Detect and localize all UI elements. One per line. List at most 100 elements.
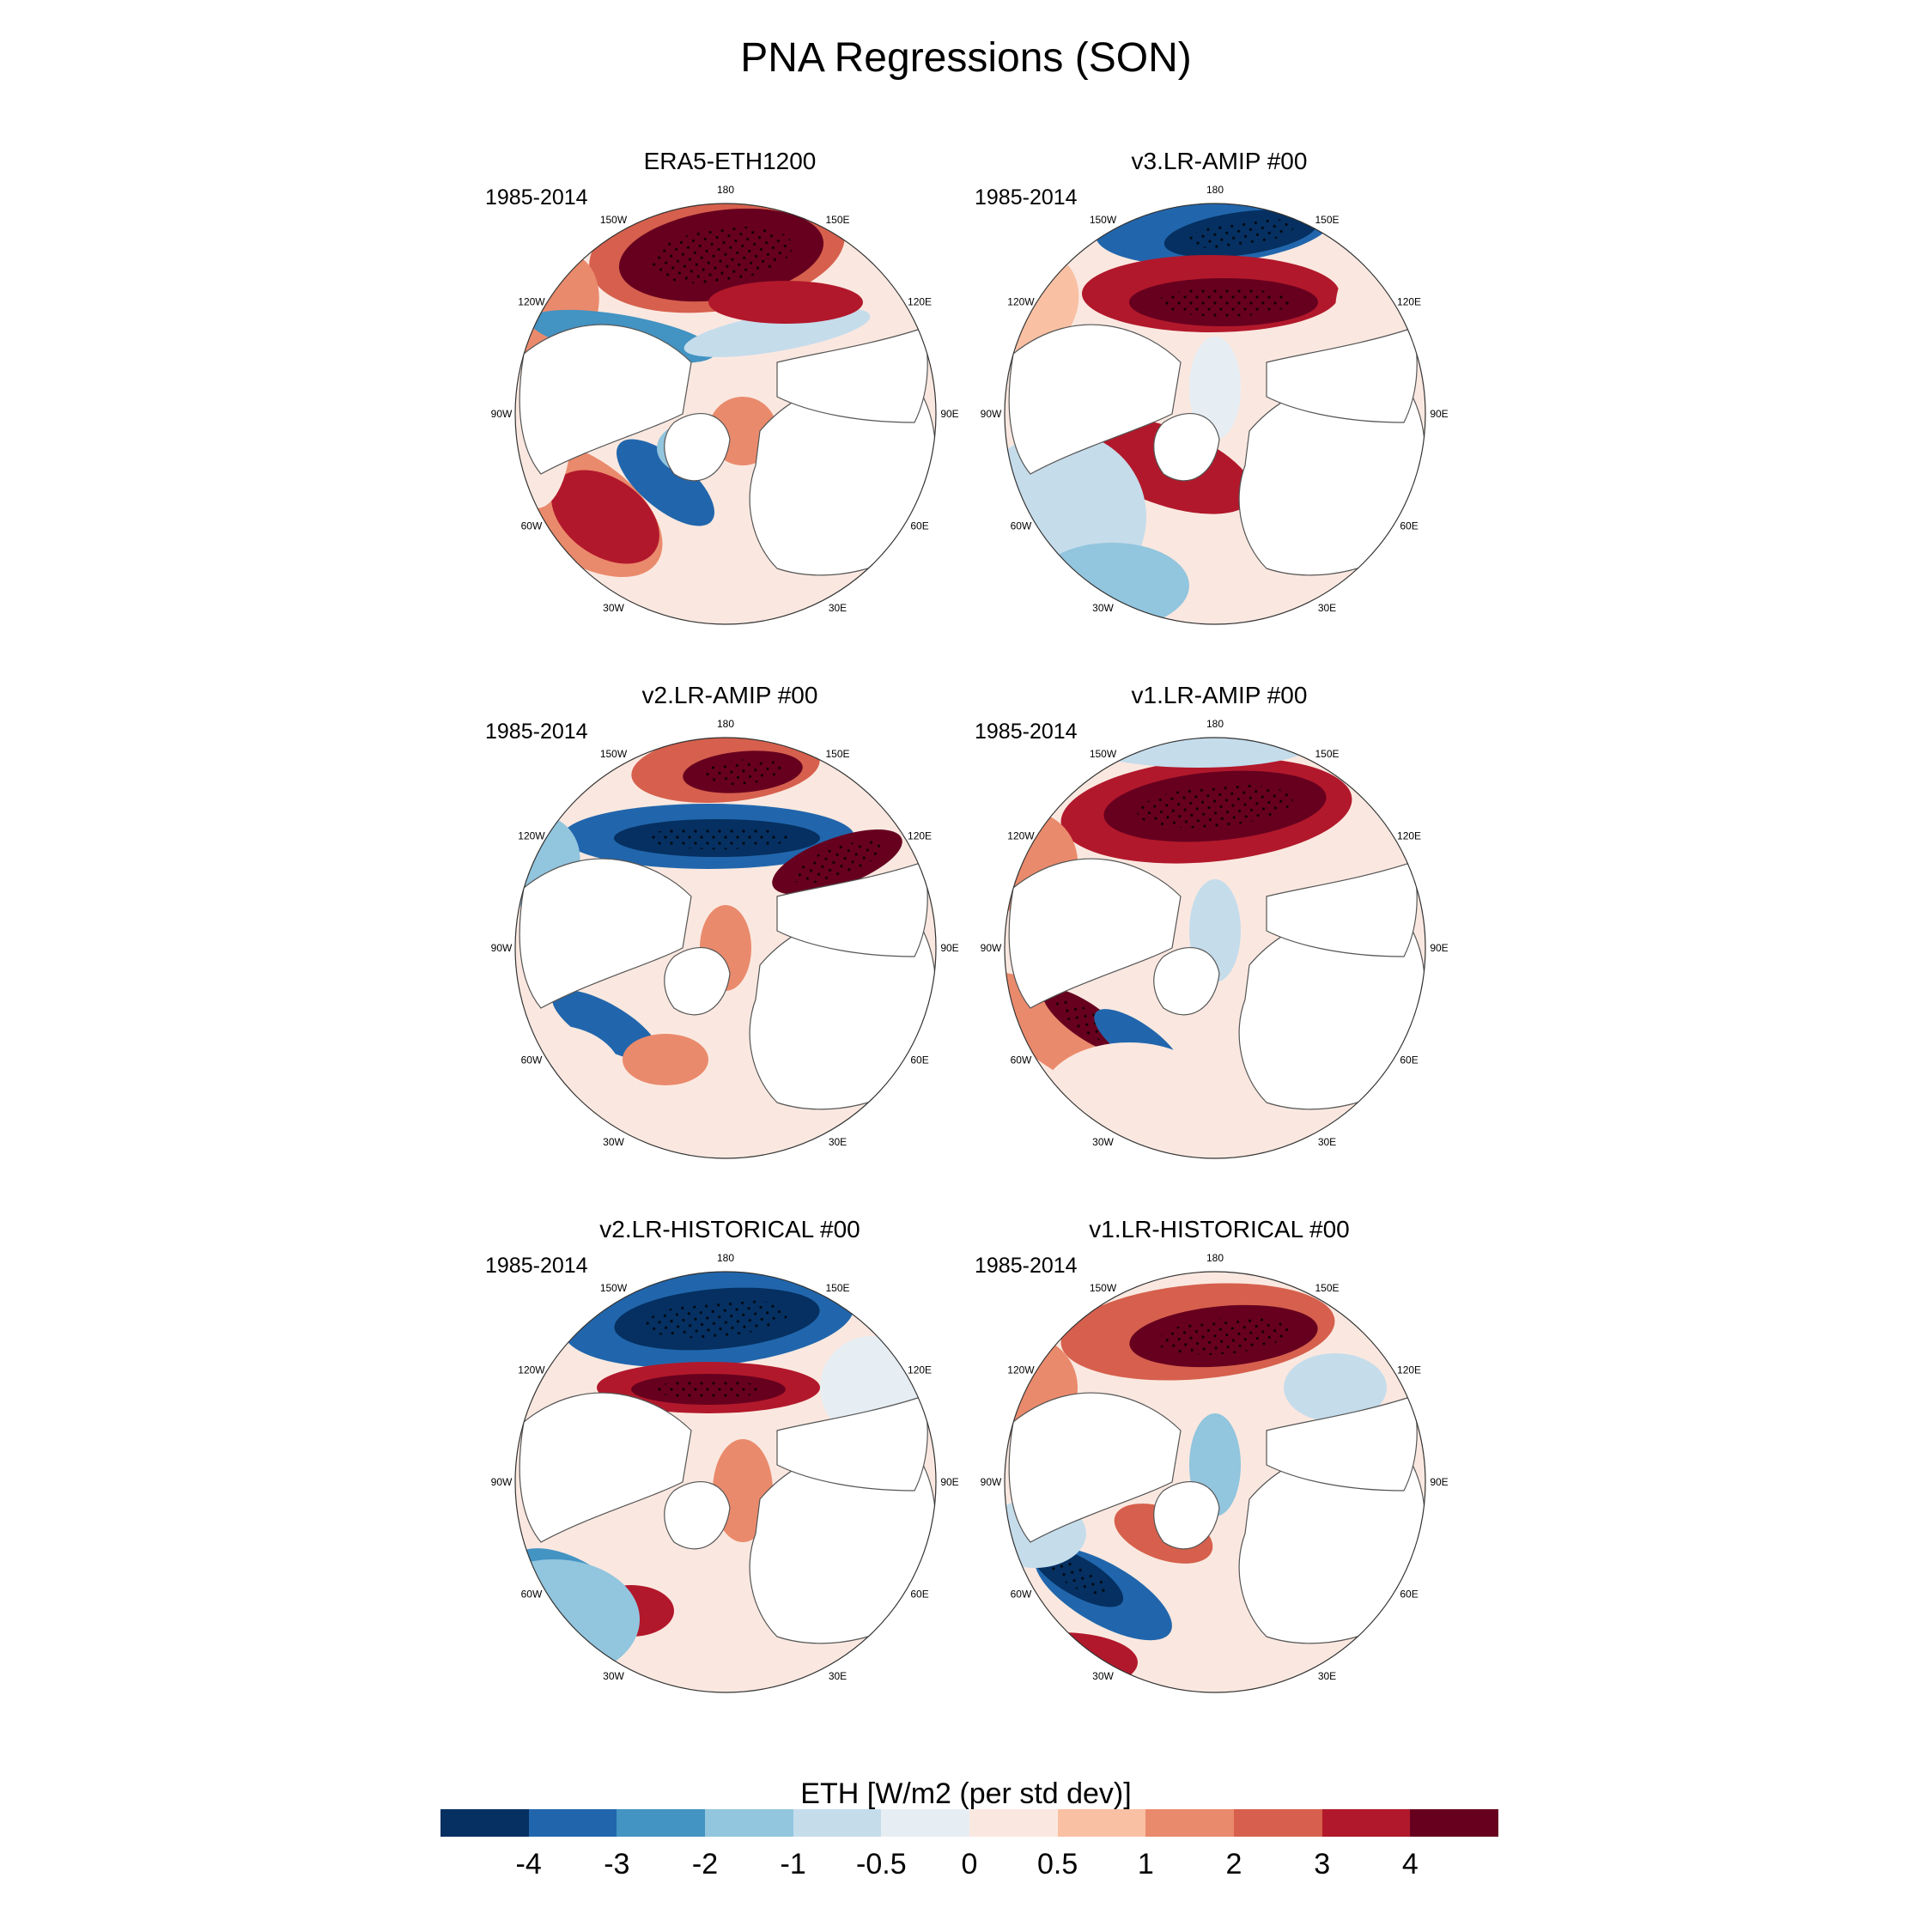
- longitude-label: 150E: [825, 214, 849, 226]
- longitude-label: 120E: [1397, 296, 1421, 308]
- longitude-label: 30W: [1092, 1136, 1114, 1148]
- significance-stipple: [792, 841, 883, 884]
- longitude-label: 150W: [600, 748, 628, 760]
- longitude-label: 150E: [1315, 1282, 1339, 1294]
- colorbar-tick-label: 4: [1401, 1848, 1419, 1880]
- longitude-label: 120W: [1007, 830, 1035, 842]
- longitude-label: 120E: [908, 296, 932, 308]
- anomaly-region: [552, 989, 659, 1061]
- map-panel-v2-lr-historical: v2.LR-HISTORICAL #00 1985-2014 180 150E 12…: [464, 1216, 996, 1697]
- longitude-label: 90W: [491, 408, 513, 420]
- colorbar-tick-label: 0: [961, 1848, 978, 1880]
- anomaly-region: [515, 1025, 623, 1128]
- anomaly-region: [623, 1034, 708, 1085]
- land-mask: [1153, 947, 1220, 1016]
- longitude-label: 60W: [521, 1054, 543, 1066]
- land-mask: [776, 1395, 928, 1492]
- significance-stipple: [1137, 784, 1293, 829]
- longitude-label: 60E: [1400, 1054, 1418, 1066]
- map-border: [514, 1271, 937, 1693]
- land-mask: [519, 324, 692, 475]
- longitude-label: 30E: [1318, 1670, 1336, 1682]
- panel-title: ERA5-ETH1200: [643, 148, 817, 174]
- map-field: [1005, 738, 1425, 1158]
- colorbar-swatch: [881, 1809, 970, 1837]
- longitude-label: 90E: [1430, 408, 1448, 420]
- longitude-label: 120E: [1397, 830, 1421, 842]
- longitude-label: 60W: [1011, 1589, 1032, 1601]
- map-border: [1004, 737, 1426, 1159]
- longitude-label: 90E: [940, 942, 958, 954]
- polar-map: 180150E120E90E60E30E030W60W90W120W150W: [981, 718, 1449, 1159]
- colorbar-title: ETH [W/m2 (per std dev)]: [800, 1777, 1132, 1810]
- longitude-label: 180: [717, 718, 734, 730]
- longitude-label: 120W: [1007, 1364, 1035, 1376]
- anomaly-region: [1086, 738, 1309, 768]
- map-field: [515, 738, 936, 1158]
- land-mask: [1153, 1481, 1220, 1550]
- longitude-label: 60W: [521, 1589, 543, 1601]
- longitude-label: 30W: [603, 1670, 624, 1682]
- longitude-label: 30E: [829, 1670, 847, 1682]
- longitude-label: 120W: [1007, 296, 1035, 308]
- longitude-label: 150W: [1090, 1282, 1117, 1294]
- polar-map: 180150E120E90E60E30E030W60W90W120W150W: [981, 184, 1449, 625]
- anomaly-region: [708, 281, 863, 324]
- map-field: [1005, 204, 1425, 624]
- colorbar-tick-label: 1: [1137, 1848, 1154, 1880]
- colorbar-tick-label: -1: [780, 1848, 806, 1880]
- longitude-label: 60E: [1400, 1589, 1418, 1601]
- longitude-label: 180: [1206, 718, 1224, 730]
- longitude-label: 180: [1206, 1252, 1224, 1264]
- longitude-label: 90E: [1430, 1476, 1448, 1488]
- longitude-label: 60E: [910, 1589, 928, 1601]
- longitude-label: 120E: [908, 1364, 932, 1376]
- panel-title: v1.LR-HISTORICAL #00: [1089, 1216, 1350, 1242]
- colorbar-swatch: [1145, 1809, 1235, 1837]
- anomaly-region: [1284, 1353, 1387, 1422]
- map-panel-v2-lr-amip: v2.LR-AMIP #00 1985-2014 180 150E 120E 90E 6…: [464, 682, 996, 1163]
- panel-title: v2.LR-HISTORICAL #00: [599, 1216, 860, 1242]
- colorbar-tick-label: -2: [691, 1848, 719, 1880]
- longitude-label: 180: [717, 184, 734, 196]
- colorbar-swatch: [705, 1809, 793, 1837]
- period-label: 1985-2014: [975, 1254, 1078, 1278]
- longitude-label: 90E: [940, 408, 958, 420]
- period-label: 1985-2014: [485, 185, 588, 210]
- anomaly-region: [1043, 1042, 1215, 1145]
- longitude-label: 120W: [518, 830, 545, 842]
- colorbar-tick-label: 2: [1225, 1848, 1242, 1880]
- land-mask: [519, 858, 692, 1009]
- colorbar-tick-label: 3: [1314, 1848, 1331, 1880]
- land-mask: [1153, 413, 1220, 482]
- longitude-label: 120W: [518, 1364, 545, 1376]
- map-border: [514, 203, 937, 625]
- colorbar: [440, 1809, 1499, 1837]
- map-panel-v1-lr-amip: v1.LR-AMIP #00 1985-2014 180 150E 120E 90E 6…: [953, 682, 1485, 1163]
- longitude-label: 90W: [491, 1476, 513, 1488]
- longitude-label: 60W: [521, 520, 543, 532]
- longitude-label: 150W: [600, 214, 628, 226]
- anomaly-region: [1189, 337, 1241, 440]
- panel-title: v2.LR-AMIP #00: [641, 682, 818, 708]
- longitude-label: 30E: [1318, 602, 1336, 614]
- colorbar-swatch: [440, 1809, 529, 1837]
- colorbar-tick-label: -3: [604, 1848, 630, 1880]
- polar-map: 180150E120E90E60E30E030W60W90W120W150W: [981, 1252, 1449, 1693]
- land-mask: [776, 861, 928, 957]
- longitude-label: 30W: [603, 1136, 624, 1148]
- longitude-label: 30E: [1318, 1136, 1336, 1148]
- longitude-label: 60W: [1011, 1054, 1032, 1066]
- anomaly-region: [1035, 543, 1189, 624]
- significance-stipple: [1046, 1556, 1109, 1597]
- land-mask: [1008, 1392, 1182, 1543]
- longitude-label: 60W: [1011, 520, 1032, 532]
- longitude-label: 90E: [1430, 942, 1448, 954]
- longitude-label: 180: [1206, 184, 1224, 196]
- longitude-label: 90W: [491, 942, 513, 954]
- significance-stipple: [1157, 1317, 1290, 1355]
- land-mask: [776, 327, 928, 423]
- land-mask: [1266, 861, 1418, 957]
- longitude-label: 30E: [829, 602, 847, 614]
- map-field: [515, 204, 936, 624]
